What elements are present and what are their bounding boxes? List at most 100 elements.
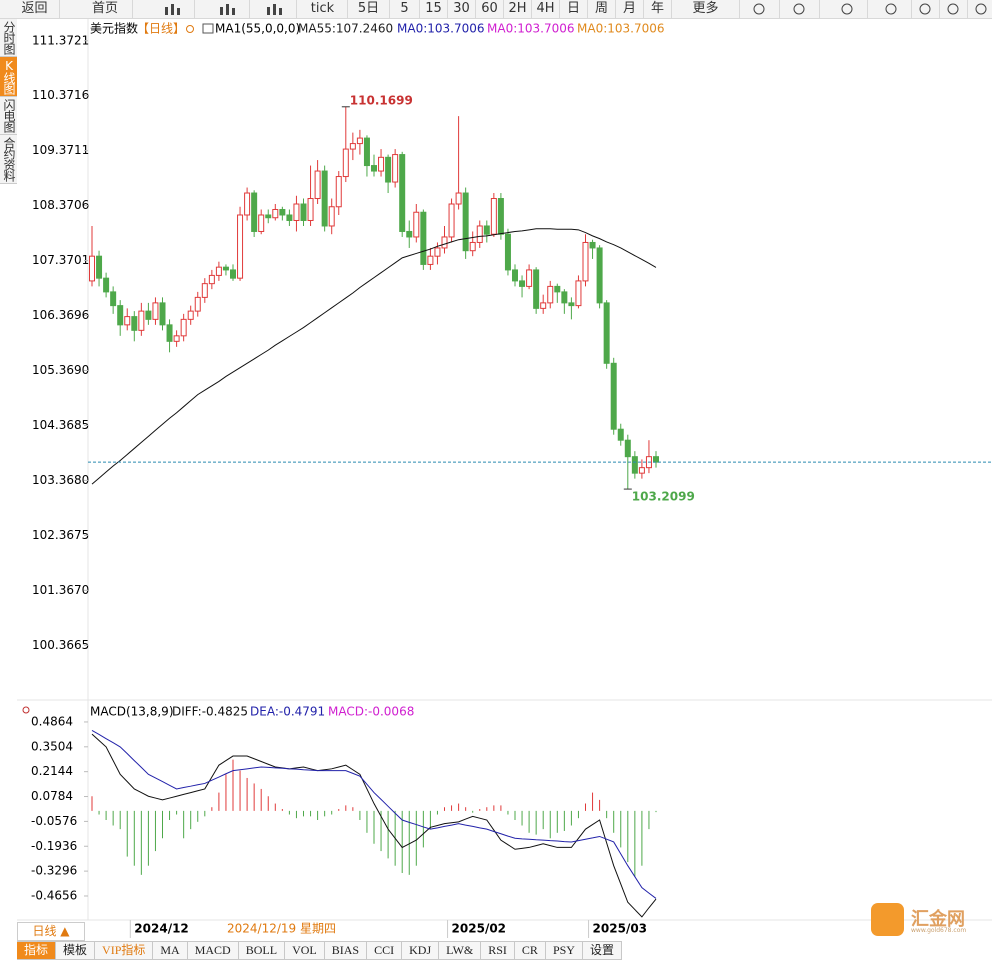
back-button[interactable]: 返回 — [10, 0, 60, 18]
legend-entry: MA55:107.2460 — [298, 22, 393, 36]
period-tab[interactable]: 月 — [616, 0, 644, 18]
candle-body — [258, 214, 265, 232]
candle-body — [314, 170, 321, 200]
indicator-icon[interactable] — [202, 23, 214, 34]
legend-entry: DIFF:-0.4825 — [172, 705, 248, 719]
candle-body — [469, 241, 476, 252]
period-tab[interactable]: 年 — [644, 0, 672, 18]
y-tick-label: 0.4864 — [31, 714, 73, 728]
candle-body — [533, 269, 540, 309]
indicator-tab[interactable]: 模板 — [56, 941, 96, 960]
logo-name: 汇金网 — [911, 909, 965, 930]
candle-body — [265, 214, 272, 219]
sidebar-tab[interactable]: 闪电图 — [0, 97, 17, 135]
indicator-tab[interactable]: CR — [514, 941, 546, 960]
toolbar-icon[interactable] — [940, 0, 968, 18]
period-tab[interactable]: 日 — [560, 0, 588, 18]
toolbar-icon[interactable] — [912, 0, 940, 18]
candle-body — [230, 269, 236, 279]
indicator-tab[interactable]: PSY — [545, 941, 583, 960]
indicator-tab[interactable]: 指标 — [17, 941, 57, 960]
candle-body — [110, 291, 117, 307]
candle-body — [89, 255, 95, 282]
candle-body — [638, 467, 645, 474]
period-tab[interactable]: tick — [298, 0, 348, 18]
toolbar-icon[interactable] — [205, 0, 250, 18]
settings-icon[interactable] — [186, 25, 194, 33]
toolbar-icon[interactable] — [740, 0, 780, 18]
x-tick-label: 2024/12 — [134, 922, 188, 936]
y-tick-label: 109.3711 — [32, 143, 89, 157]
candle-body — [385, 156, 392, 183]
candle-body — [631, 456, 638, 474]
candle-body — [540, 302, 547, 309]
toolbar-icon[interactable] — [150, 0, 195, 18]
ma-line — [91, 228, 657, 485]
indicator-tab[interactable]: LW& — [439, 941, 482, 960]
indicator-label: MA1(55,0,0,0) — [215, 22, 300, 36]
chart-bg — [17, 19, 992, 940]
indicator-tab[interactable]: BOLL — [238, 941, 286, 960]
candle-body — [497, 198, 504, 235]
home-button[interactable]: 首页 — [78, 0, 133, 18]
candle-body — [138, 310, 145, 331]
candle-body — [145, 310, 152, 320]
period-tab[interactable]: 5日 — [348, 0, 390, 18]
period-tab[interactable]: 5 — [390, 0, 420, 18]
indicator-tab[interactable]: RSI — [481, 941, 515, 960]
indicator-tab[interactable]: MACD — [187, 941, 239, 960]
candle-body — [434, 247, 441, 257]
indicator-tab[interactable]: VOL — [285, 941, 325, 960]
cursor-date-label: 2024/12/19 星期四 — [227, 922, 336, 936]
candle-body — [124, 316, 131, 326]
period-tab[interactable]: 周 — [588, 0, 616, 18]
candle-body — [222, 266, 229, 271]
candle-body — [512, 269, 518, 282]
candle-body — [427, 255, 434, 265]
candle-body — [166, 324, 173, 342]
period-button[interactable]: 日线 ▲ — [17, 922, 85, 941]
indicator-tab[interactable]: BIAS — [324, 941, 368, 960]
candle-body — [441, 236, 448, 249]
candle-body — [392, 154, 399, 183]
candle-body — [307, 198, 314, 221]
indicator-tab[interactable]: CCI — [367, 941, 403, 960]
period-tab[interactable]: 60 — [476, 0, 504, 18]
period-tab[interactable]: 30 — [448, 0, 476, 18]
toolbar-icon[interactable] — [780, 0, 820, 18]
period-tab[interactable]: 更多 — [672, 0, 740, 18]
y-tick-label: 110.3716 — [32, 88, 89, 102]
candle-body — [194, 296, 201, 312]
candle-body — [406, 230, 413, 238]
y-tick-label: 106.3696 — [32, 308, 89, 322]
chart: 美元指数 【日线】 MA1(55,0,0,0) MACD(13,8,9) 111… — [17, 19, 992, 940]
candle-body — [286, 214, 293, 221]
y-tick-label: 101.3670 — [32, 583, 89, 597]
tabs: 指标 模板 VIP指标 MA MACD BOLL VOL BIAS CCI KDJ LW& RSI CR… — [17, 941, 622, 960]
candle-body — [117, 305, 124, 326]
period-tab[interactable]: 2H — [504, 0, 532, 18]
candle-body — [279, 208, 286, 216]
indicator-tab[interactable]: MA — [153, 941, 188, 960]
macd-icon[interactable] — [22, 706, 30, 714]
candle-body — [399, 154, 406, 232]
toolbar-icon[interactable] — [828, 0, 868, 18]
sidebar-tab[interactable]: 分时图 — [0, 19, 17, 57]
toolbar-icon[interactable] — [252, 0, 297, 18]
candle-body — [356, 137, 363, 145]
indicator-tab[interactable]: 设置 — [582, 941, 622, 960]
toolbar-icon[interactable] — [968, 0, 992, 18]
candle-body — [187, 310, 194, 320]
candle-body — [349, 143, 356, 150]
sidebar-tab[interactable]: 合约资料 — [0, 135, 17, 184]
sidebar-tab[interactable]: K线图 — [0, 57, 17, 97]
indicator-tab[interactable]: VIP指标 — [95, 941, 154, 960]
period-tab[interactable]: 4H — [532, 0, 560, 18]
toolbar-icon[interactable] — [872, 0, 912, 18]
y-tick-label: 104.3685 — [32, 418, 89, 432]
candle-body — [251, 192, 258, 232]
indicator-tab[interactable]: KDJ — [402, 941, 440, 960]
candle-body — [328, 206, 335, 227]
period-tab[interactable]: 15 — [420, 0, 448, 18]
low-label: 103.2099 — [632, 490, 695, 504]
